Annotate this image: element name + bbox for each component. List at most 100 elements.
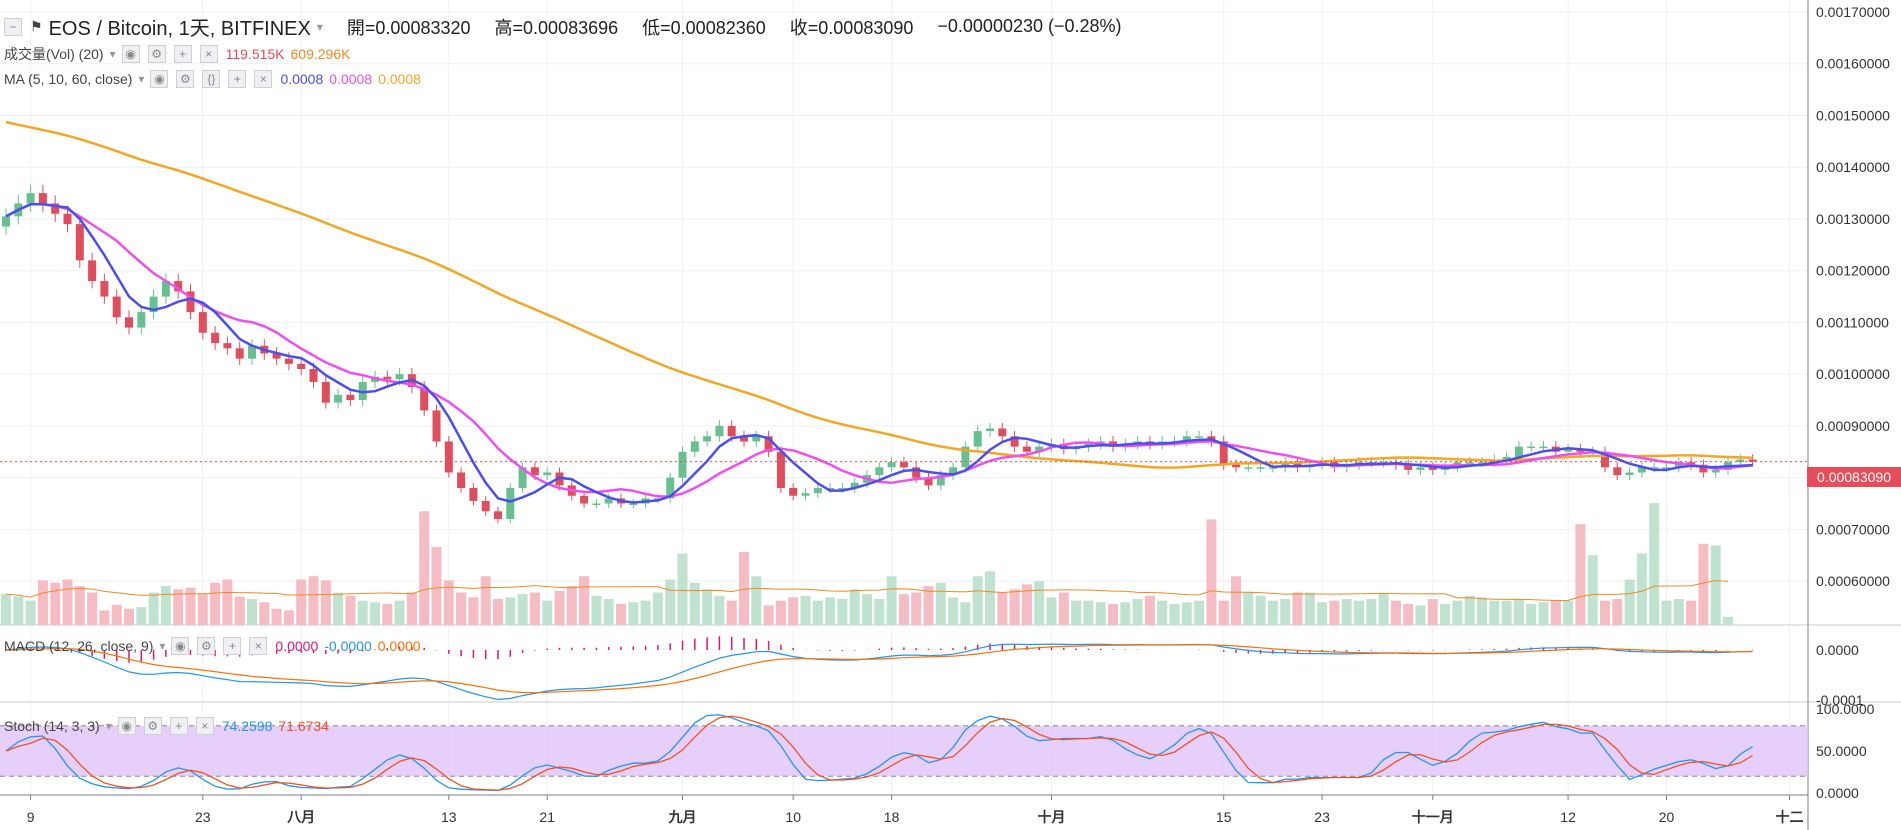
volume-bar	[148, 592, 159, 625]
chevron-down-icon[interactable]: ▾	[105, 719, 112, 733]
chevron-down-icon[interactable]: ▾	[316, 19, 323, 34]
braces-icon[interactable]: {}	[202, 70, 221, 88]
gear-icon[interactable]: ⚙	[147, 45, 166, 63]
eye-icon[interactable]: ◉	[171, 637, 190, 655]
candle-body	[1219, 441, 1228, 465]
price-tick-label: 0.00130000	[1816, 211, 1890, 227]
volume-label[interactable]: 成交量(Vol) (20)	[4, 46, 104, 62]
candle-body	[1613, 467, 1622, 476]
eye-icon[interactable]: ◉	[150, 70, 169, 88]
plus-icon[interactable]: +	[223, 637, 242, 655]
candle-body	[506, 488, 515, 520]
chevron-down-icon[interactable]: ▾	[109, 47, 116, 61]
ohlc-change: −0.00000230 (−0.28%)	[937, 16, 1122, 36]
candle-body	[2, 216, 10, 227]
close-icon[interactable]: ×	[195, 717, 214, 735]
candle-body	[838, 488, 847, 490]
volume-bar	[1317, 602, 1328, 625]
stoch-label[interactable]: Stoch (14, 3, 3)	[4, 718, 100, 734]
candle-body	[395, 374, 404, 380]
chevron-down-icon[interactable]: ▾	[159, 639, 166, 653]
candle-body	[1404, 464, 1413, 470]
close-icon[interactable]: ×	[254, 70, 273, 88]
volume-value-2: 609.296K	[290, 46, 351, 62]
flag-icon[interactable]: ⚑	[30, 18, 43, 34]
candle-body	[186, 291, 195, 313]
volume-bar	[1661, 600, 1672, 625]
candle-body	[1699, 464, 1708, 473]
candle-body	[494, 511, 502, 520]
stoch-k-line	[5, 714, 1753, 792]
volume-bar	[837, 599, 848, 625]
time-tick-label: 十月	[1038, 809, 1066, 825]
close-icon[interactable]: ×	[199, 45, 218, 63]
symbol-title[interactable]: EOS / Bitcoin, 1天, BITFINEX	[48, 18, 311, 40]
plus-icon[interactable]: +	[173, 45, 192, 63]
volume-bar	[1587, 555, 1598, 625]
candle-body	[530, 467, 539, 476]
volume-bar	[1464, 595, 1475, 625]
macd-signal-value: 0.0000	[377, 638, 421, 654]
macd-label[interactable]: MACD (12, 26, close, 9)	[4, 638, 154, 654]
volume-bars	[1, 503, 1733, 625]
eye-icon[interactable]: ◉	[117, 717, 136, 735]
price-tick-label: 0.00100000	[1816, 366, 1890, 382]
volume-bar	[898, 594, 909, 625]
candle-body	[1539, 446, 1548, 449]
gear-icon[interactable]: ⚙	[143, 717, 162, 735]
volume-bar	[1108, 603, 1118, 625]
volume-bar	[382, 603, 393, 625]
candle-body	[51, 203, 60, 214]
candle-body	[444, 441, 453, 473]
candle-body	[690, 441, 699, 452]
candle-body	[1527, 446, 1536, 449]
volume-bar	[628, 602, 639, 625]
candle-body	[149, 296, 158, 313]
ma-label[interactable]: MA (5, 10, 60, close)	[4, 71, 133, 87]
stoch-legend: Stoch (14, 3, 3) ▾ ◉ ⚙ + × 74.2598 71.67…	[4, 717, 329, 735]
volume-bar	[1440, 603, 1451, 625]
volume-bar	[160, 586, 171, 625]
volume-bar	[1144, 595, 1155, 625]
price-tick-label: 0.00070000	[1816, 521, 1890, 537]
volume-bar	[862, 594, 872, 625]
plus-icon[interactable]: +	[169, 717, 188, 735]
volume-bar	[1501, 600, 1512, 625]
gear-icon[interactable]: ⚙	[197, 637, 216, 655]
volume-bar	[739, 551, 749, 625]
volume-bar	[1231, 576, 1241, 625]
volume-bar	[1329, 600, 1340, 625]
volume-bar	[74, 586, 85, 625]
volume-bar	[50, 582, 61, 625]
collapse-icon[interactable]: −	[4, 17, 22, 36]
candle-body	[420, 387, 429, 411]
candle-body	[998, 428, 1007, 437]
ohlc-low: 低=0.00082360	[642, 17, 766, 38]
volume-bar	[1, 594, 11, 625]
candle-body	[1674, 462, 1683, 468]
eye-icon[interactable]: ◉	[121, 45, 140, 63]
volume-bar	[1009, 589, 1020, 625]
time-tick-label: 18	[884, 809, 900, 825]
candle-body	[912, 467, 921, 478]
candle-body	[297, 363, 306, 369]
volume-bar	[935, 582, 946, 625]
candle-body	[592, 503, 601, 506]
volume-bar	[529, 592, 540, 625]
plus-icon[interactable]: +	[228, 70, 247, 88]
candle-body	[850, 482, 859, 488]
volume-bar	[1280, 599, 1291, 625]
volume-bar	[1390, 600, 1401, 625]
volume-bar	[1046, 597, 1057, 625]
candle-body	[1514, 446, 1523, 457]
volume-bar	[1624, 579, 1635, 625]
gear-icon[interactable]: ⚙	[176, 70, 195, 88]
chevron-down-icon[interactable]: ▾	[138, 72, 145, 86]
ohlc-open: 開=0.00083320	[346, 17, 471, 38]
close-icon[interactable]: ×	[249, 637, 268, 655]
ma5-value: 0.0008	[280, 71, 324, 87]
candle-body	[1502, 456, 1511, 460]
volume-bar	[997, 592, 1008, 625]
time-tick-label: 21	[539, 809, 555, 825]
